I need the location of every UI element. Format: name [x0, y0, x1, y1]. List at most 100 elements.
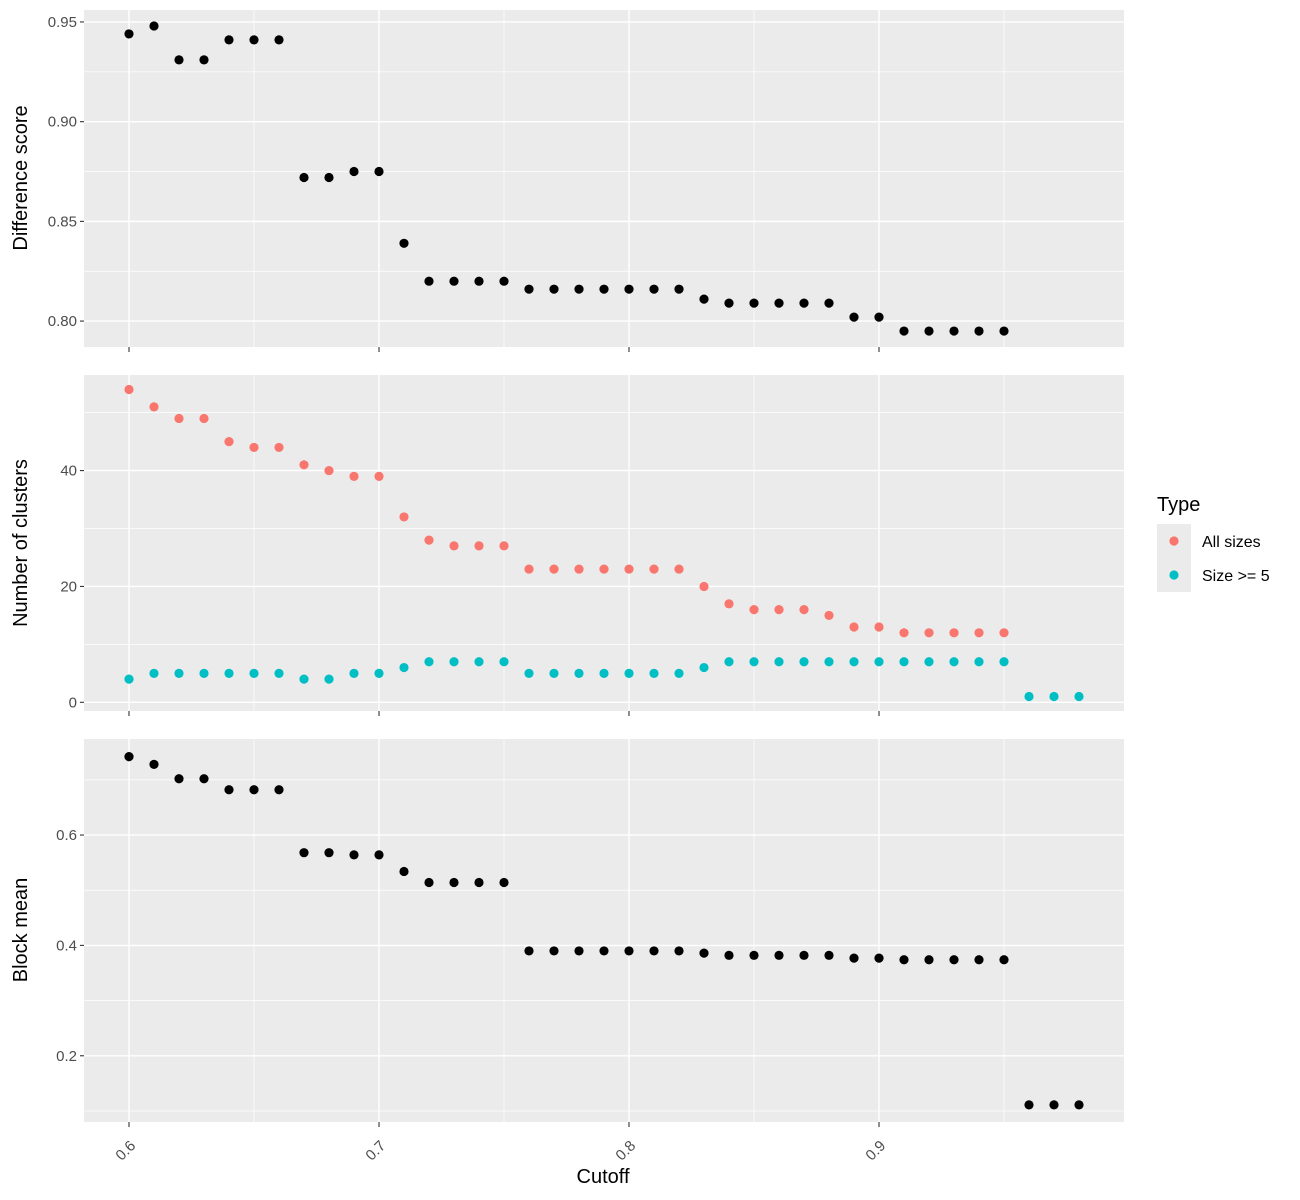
data-point [549, 668, 559, 678]
data-point [524, 946, 534, 956]
data-point [424, 535, 434, 545]
data-point [424, 657, 434, 667]
data-point [699, 948, 709, 958]
data-point [899, 326, 909, 336]
data-point [199, 55, 209, 65]
panel-background [84, 375, 1124, 711]
x-tick-label: 0.9 [862, 1137, 889, 1164]
data-point [349, 166, 359, 177]
data-point [999, 326, 1009, 336]
data-point [574, 284, 584, 294]
data-point [124, 384, 134, 395]
data-point [174, 55, 184, 65]
data-point [449, 541, 459, 551]
data-point [499, 657, 509, 667]
data-point [749, 657, 759, 667]
data-point [799, 657, 809, 667]
data-point [1024, 1100, 1034, 1110]
data-point [799, 605, 809, 615]
data-point [449, 877, 459, 888]
data-point [849, 312, 859, 322]
data-point [524, 564, 534, 574]
y-tick-label: 40 [60, 463, 77, 480]
data-point [124, 674, 134, 684]
data-point [174, 774, 184, 784]
data-point [499, 541, 509, 551]
data-point [174, 413, 184, 424]
data-point [1074, 1100, 1084, 1110]
data-point [849, 953, 859, 963]
data-point [299, 172, 309, 183]
data-point [799, 298, 809, 308]
data-point [874, 622, 884, 632]
data-point [224, 785, 234, 795]
y-tick-label: 0 [69, 694, 77, 711]
data-point [774, 605, 784, 615]
data-point [374, 668, 384, 678]
data-point [274, 35, 284, 45]
data-point [149, 21, 159, 31]
data-point [924, 955, 934, 965]
data-point [349, 471, 359, 481]
data-point [1049, 1100, 1059, 1110]
y-tick-label: 0.80 [48, 313, 77, 330]
data-point [749, 298, 759, 308]
legend-key-size5 [1169, 570, 1179, 580]
data-point [399, 866, 409, 877]
data-point [699, 662, 709, 673]
data-point [349, 850, 359, 860]
data-point [474, 657, 484, 667]
data-point [624, 284, 634, 294]
data-point [174, 668, 184, 678]
data-point [449, 657, 459, 667]
legend-label-all-sizes: All sizes [1202, 534, 1261, 551]
data-point [374, 471, 384, 481]
data-point [674, 284, 684, 294]
data-point [124, 29, 134, 39]
data-point [324, 848, 334, 858]
data-point [474, 877, 484, 888]
data-point [974, 628, 984, 638]
data-point [374, 166, 384, 177]
data-point [824, 298, 834, 308]
data-point [199, 413, 209, 424]
data-point [824, 657, 834, 667]
data-point [549, 564, 559, 574]
data-point [774, 950, 784, 960]
data-point [874, 657, 884, 667]
y-tick-label: 0.95 [48, 14, 77, 31]
data-point [149, 759, 159, 769]
data-point [1049, 691, 1059, 702]
data-point [299, 460, 309, 470]
data-point [399, 512, 409, 522]
data-point [449, 276, 459, 286]
data-point [724, 950, 734, 960]
y-tick-label: 20 [60, 578, 77, 595]
panel-background [84, 739, 1124, 1122]
y-axis-title: Difference score [10, 105, 32, 250]
data-point [474, 541, 484, 551]
y-tick-label: 0.6 [56, 827, 77, 844]
y-tick-label: 0.4 [56, 937, 77, 954]
data-point [199, 774, 209, 784]
data-point [599, 284, 609, 294]
panel-bottom: 0.2 0.4 0.6 Block mean 0.6 0.7 0.8 0.9 [10, 739, 1124, 1164]
data-point [974, 326, 984, 336]
data-point [324, 172, 334, 183]
legend-label-size5: Size >= 5 [1202, 568, 1270, 585]
data-point [474, 276, 484, 286]
data-point [199, 668, 209, 678]
legend: Type All sizes Size >= 5 [1157, 494, 1270, 592]
data-point [999, 955, 1009, 965]
legend-title: Type [1157, 494, 1200, 516]
data-point [699, 581, 709, 592]
data-point [949, 628, 959, 638]
data-point [674, 668, 684, 678]
data-point [849, 622, 859, 632]
data-point [674, 564, 684, 574]
data-point [299, 674, 309, 684]
data-point [874, 312, 884, 322]
data-point [724, 298, 734, 308]
data-point [399, 662, 409, 673]
